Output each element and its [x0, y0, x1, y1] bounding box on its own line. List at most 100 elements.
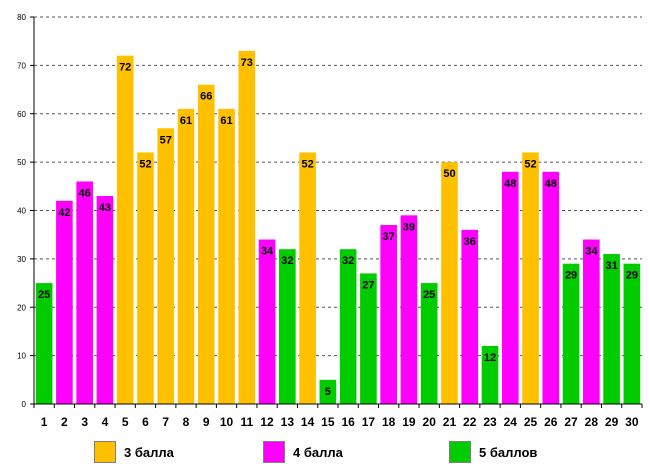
bar-21 [441, 162, 458, 404]
legend-label-3: 3 балла [124, 444, 174, 460]
x-tick-label-12: 12 [260, 415, 274, 429]
data-label-23: 12 [484, 352, 496, 364]
data-label-4: 43 [99, 202, 111, 214]
data-label-25: 52 [524, 158, 536, 170]
y-tick-label-10: 10 [17, 352, 26, 361]
y-tick-label-40: 40 [17, 207, 26, 216]
x-tick-label-14: 14 [301, 415, 315, 429]
bar-10 [218, 108, 235, 404]
bar-15 [319, 379, 337, 404]
bar-2 [56, 200, 73, 404]
data-label-15: 5 [325, 386, 331, 398]
x-tick-label-7: 7 [162, 415, 169, 429]
bar-11 [238, 50, 256, 405]
data-label-30: 29 [626, 270, 638, 282]
y-tick-label-30: 30 [17, 255, 26, 264]
data-label-1: 25 [38, 289, 50, 301]
bar-27 [562, 263, 580, 404]
x-tick-label-8: 8 [183, 415, 190, 429]
data-label-8: 61 [180, 115, 192, 127]
x-tick-label-28: 28 [585, 415, 599, 429]
data-label-21: 50 [443, 168, 455, 180]
x-tick-label-21: 21 [443, 415, 457, 429]
x-tick-label-19: 19 [402, 415, 416, 429]
bar-24 [501, 171, 519, 404]
y-tick-label-80: 80 [17, 13, 26, 22]
x-tick-label-17: 17 [362, 415, 376, 429]
data-label-2: 42 [58, 207, 70, 219]
y-tick-label-0: 0 [22, 400, 27, 409]
bar-23 [481, 345, 499, 404]
bar-9 [197, 84, 215, 404]
data-label-11: 73 [241, 57, 253, 69]
x-tick-label-9: 9 [203, 415, 210, 429]
gridlines [34, 16, 642, 357]
data-label-28: 34 [585, 246, 598, 258]
bar-12 [258, 239, 276, 404]
x-tick-label-15: 15 [321, 415, 335, 429]
x-tick-label-5: 5 [122, 415, 129, 429]
y-tick-label-20: 20 [17, 303, 26, 312]
bar-7 [157, 128, 175, 404]
legend-swatch-3 [94, 441, 116, 463]
bar-5 [116, 55, 134, 404]
data-label-13: 32 [281, 255, 293, 267]
data-label-20: 25 [423, 289, 435, 301]
bar-19 [400, 215, 418, 404]
legend-item-3-balla: 3 балла [94, 438, 174, 466]
x-tick-label-4: 4 [102, 415, 109, 429]
bar-29 [603, 254, 620, 404]
x-tick-label-3: 3 [81, 415, 88, 429]
bar-30 [623, 263, 641, 404]
bar-1 [35, 283, 53, 404]
bar-20 [420, 283, 438, 404]
bar-13 [279, 249, 296, 404]
x-tick-label-27: 27 [564, 415, 578, 429]
data-label-17: 27 [362, 279, 374, 291]
x-tick-label-26: 26 [544, 415, 558, 429]
x-tick-label-22: 22 [463, 415, 477, 429]
x-tick-label-23: 23 [483, 415, 497, 429]
bar-22 [461, 229, 479, 404]
legend-swatch-4 [263, 441, 285, 463]
bar-18 [380, 225, 397, 404]
bars [35, 50, 641, 405]
x-axis: 1 2 3 4 5 6 7 8 9 10 11 12 13 14 15 16 17 18 19 20 21 22 23 24 2… [33, 403, 643, 429]
x-tick-label-25: 25 [524, 415, 538, 429]
data-label-18: 37 [383, 231, 395, 243]
data-label-29: 31 [605, 260, 617, 272]
legend-label-4: 4 балла [293, 444, 343, 460]
legend-item-5-ballov: 5 баллов [449, 438, 537, 466]
data-label-26: 48 [545, 178, 557, 190]
bar-3 [76, 181, 93, 404]
data-label-5: 72 [119, 62, 131, 74]
x-tick-label-16: 16 [341, 415, 355, 429]
data-label-12: 34 [261, 246, 274, 258]
bar-28 [583, 239, 600, 404]
data-label-6: 52 [139, 158, 151, 170]
data-label-24: 48 [504, 178, 516, 190]
y-tick-label-60: 60 [17, 110, 26, 119]
legend: 3 балла 4 балла 5 баллов [0, 438, 650, 468]
x-tick-label-29: 29 [605, 415, 619, 429]
x-tick-label-10: 10 [220, 415, 234, 429]
data-labels: 25 42 46 43 72 52 57 61 66 61 73 34 32 52 5 32 27 37 39 25 5… [38, 57, 638, 398]
x-tick-label-11: 11 [240, 415, 253, 429]
legend-item-4-balla: 4 балла [263, 438, 343, 466]
bar-14 [299, 152, 316, 404]
x-tick-label-13: 13 [281, 415, 295, 429]
y-tick-label-70: 70 [17, 61, 26, 70]
bar-17 [360, 273, 377, 404]
bar-16 [339, 249, 357, 404]
x-tick-label-2: 2 [61, 415, 68, 429]
data-label-16: 32 [342, 255, 354, 267]
x-tick-label-18: 18 [382, 415, 396, 429]
data-label-3: 46 [79, 187, 91, 199]
y-tick-label-50: 50 [17, 158, 26, 167]
data-label-9: 66 [200, 91, 212, 103]
x-tick-label-20: 20 [423, 415, 437, 429]
x-tick-label-24: 24 [504, 415, 518, 429]
bar-25 [522, 152, 539, 404]
bar-8 [177, 108, 195, 404]
bar-4 [96, 195, 114, 404]
